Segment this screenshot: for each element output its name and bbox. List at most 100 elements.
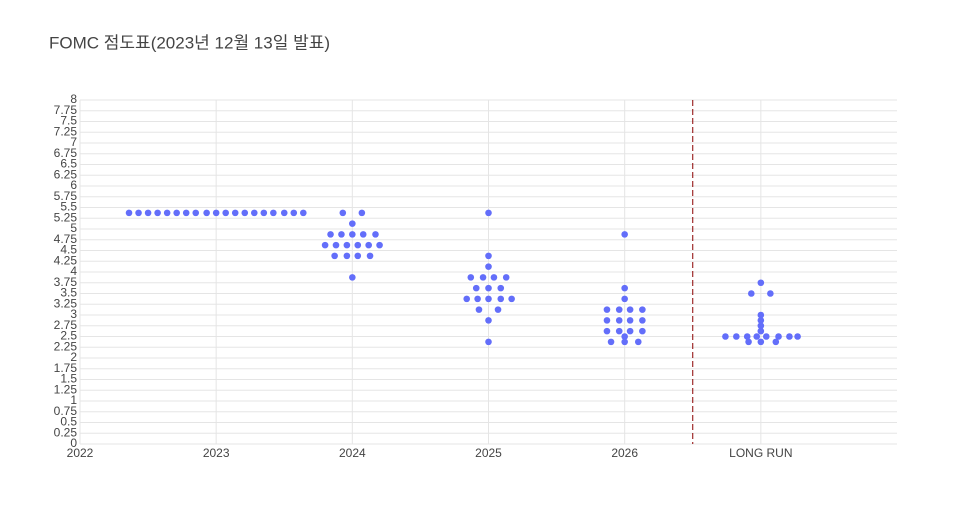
- dot: [485, 295, 492, 303]
- dot: [372, 231, 379, 238]
- y-tick-label: 0.25: [54, 425, 78, 439]
- y-tick-label: 1.25: [54, 382, 78, 396]
- dot: [621, 284, 628, 292]
- dot: [290, 209, 298, 217]
- dot: [203, 209, 210, 217]
- dot: [366, 252, 374, 260]
- dot: [733, 333, 740, 340]
- y-tick-label: 4.75: [54, 232, 78, 246]
- chart-title: FOMC 점도표(2023년 12월 13일 발표): [49, 33, 330, 52]
- y-tick-label: 7.75: [54, 103, 78, 117]
- dot: [485, 284, 492, 292]
- dot: [479, 274, 487, 281]
- dot: [615, 317, 623, 324]
- y-tick-label: 7.25: [54, 124, 78, 138]
- y-tick-label: 6.75: [54, 146, 78, 160]
- dot: [485, 209, 492, 217]
- dot: [300, 209, 307, 217]
- x-tick-label: LONG RUN: [729, 446, 792, 460]
- dot: [475, 306, 483, 313]
- y-tick-label: 2: [70, 350, 77, 364]
- dot: [603, 327, 611, 335]
- dot: [144, 209, 152, 217]
- x-tick-label: 2025: [475, 446, 502, 460]
- dot: [343, 241, 351, 249]
- y-tick-label: 2.5: [60, 329, 77, 343]
- x-tick-label: 2023: [203, 446, 230, 460]
- y-tick-label: 1.5: [60, 372, 77, 386]
- dot: [485, 338, 492, 346]
- dot: [349, 274, 356, 281]
- dot: [639, 317, 646, 324]
- y-tick-label: 5.25: [54, 210, 78, 224]
- dot: [135, 209, 142, 217]
- dot: [338, 231, 345, 238]
- y-tick-label: 0.5: [60, 415, 77, 429]
- dot: [786, 333, 793, 340]
- dot: [343, 252, 351, 260]
- dot: [615, 306, 623, 313]
- dot: [626, 317, 634, 324]
- dot: [365, 241, 372, 249]
- dot: [757, 322, 765, 330]
- dot: [748, 290, 755, 297]
- dot: [163, 209, 171, 217]
- x-tick-label: 2022: [67, 446, 94, 460]
- y-tick-label: 3: [70, 307, 77, 321]
- dot: [603, 317, 611, 324]
- y-tick-label: 5.5: [60, 200, 77, 214]
- y-tick-label: 7.5: [60, 114, 77, 128]
- y-tick-label: 5: [70, 221, 77, 235]
- dot: [154, 209, 161, 217]
- y-tick-label: 3.75: [54, 275, 78, 289]
- dot: [794, 333, 801, 340]
- dot: [212, 209, 220, 217]
- dot: [192, 209, 200, 217]
- x-tick-label: 2024: [339, 446, 366, 460]
- y-tick-label: 2.75: [54, 318, 78, 332]
- dot: [743, 333, 751, 340]
- dot: [722, 333, 729, 340]
- y-tick-label: 6.25: [54, 167, 78, 181]
- dot: [270, 209, 277, 217]
- dot: [376, 241, 383, 249]
- dot: [331, 252, 338, 260]
- dot: [463, 295, 471, 303]
- y-tick-label: 3.25: [54, 296, 78, 310]
- dot: [753, 333, 761, 340]
- dot: [757, 279, 765, 287]
- dot: [182, 209, 190, 217]
- dot: [767, 290, 774, 297]
- dot: [757, 327, 765, 335]
- x-tick-label: 2026: [611, 446, 638, 460]
- dot: [222, 209, 229, 217]
- dot: [762, 333, 770, 340]
- dot: [757, 311, 765, 319]
- dot: [626, 327, 634, 335]
- dot: [745, 338, 752, 346]
- dot: [494, 306, 502, 313]
- dot: [603, 306, 611, 313]
- dot: [772, 338, 780, 346]
- dot: [485, 263, 492, 270]
- dot: [467, 274, 475, 281]
- y-tick-label: 4.25: [54, 253, 78, 267]
- dot: [280, 209, 288, 217]
- dot: [757, 338, 765, 346]
- dot: [775, 333, 782, 340]
- dot: [621, 338, 628, 346]
- dot: [615, 327, 623, 335]
- y-tick-label: 1: [70, 393, 77, 407]
- dot: [485, 252, 492, 260]
- dot: [321, 241, 329, 249]
- dot: [621, 295, 628, 303]
- dot: [231, 209, 239, 217]
- y-tick-label: 6.5: [60, 157, 77, 171]
- dot: [626, 306, 634, 313]
- dot: [332, 241, 340, 249]
- y-tick-label: 7: [70, 135, 77, 149]
- dot: [241, 209, 249, 217]
- y-tick-label: 0.75: [54, 404, 78, 418]
- dot: [474, 295, 481, 303]
- dot: [250, 209, 258, 217]
